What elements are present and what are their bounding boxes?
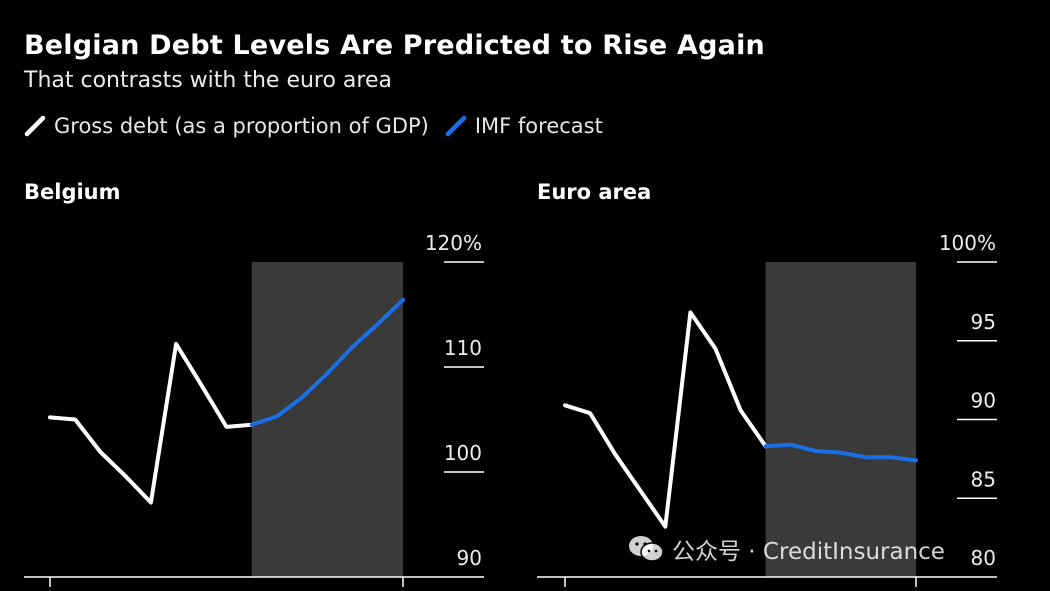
imf-forecast-line-euro-area — [763, 442, 918, 463]
watermark: 公众号 · CreditInsurance — [628, 532, 945, 566]
chart-subtitle: That contrasts with the euro area — [24, 68, 392, 93]
legend-label-imf-forecast: IMF forecast — [474, 114, 603, 138]
gross-debt-line-belgium — [48, 341, 254, 505]
imf-forecast-line-belgium — [249, 297, 405, 427]
y-tick-label-euro-area-100: 100% — [939, 231, 996, 255]
legend-label-gross-debt: Gross debt (as a proportion of GDP) — [54, 114, 429, 138]
y-tick-label-euro-area-80: 80 — [971, 546, 996, 570]
forecast-shade-euro-area — [765, 262, 916, 577]
legend-item-imf-forecast: IMF forecast — [445, 114, 603, 138]
legend: Gross debt (as a proportion of GDP) IMF … — [24, 114, 619, 138]
legend-item-gross-debt: Gross debt (as a proportion of GDP) — [24, 114, 429, 138]
wechat-icon — [629, 536, 664, 562]
y-tick-label-euro-area-85: 85 — [971, 467, 996, 491]
y-tick-label-belgium-110: 110 — [444, 336, 482, 360]
legend-swatch-white-line-icon — [24, 115, 46, 137]
chart-title: Belgian Debt Levels Are Predicted to Ris… — [24, 30, 765, 61]
y-tick-label-belgium-120: 120% — [425, 231, 482, 255]
y-tick-label-belgium-90: 90 — [457, 546, 482, 570]
watermark-text: 公众号 · CreditInsurance — [672, 539, 945, 565]
forecast-shade-belgium — [251, 262, 403, 577]
panel-title-euro-area: Euro area — [537, 180, 652, 204]
y-tick-label-euro-area-95: 95 — [971, 310, 996, 334]
y-tick-label-belgium-100: 100 — [444, 441, 482, 465]
gross-debt-line-euro-area — [563, 310, 768, 529]
y-tick-label-euro-area-90: 90 — [971, 389, 996, 413]
panel-title-belgium: Belgium — [24, 180, 121, 204]
legend-swatch-blue-line-icon — [445, 115, 467, 137]
